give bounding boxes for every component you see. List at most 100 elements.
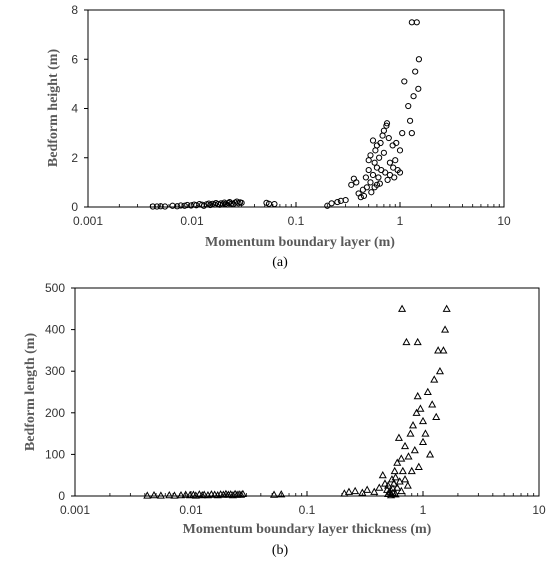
data-point <box>369 137 377 144</box>
data-point <box>415 56 423 63</box>
data-point <box>271 200 278 208</box>
data-point <box>387 475 397 483</box>
data-point <box>383 120 391 127</box>
data-point <box>157 203 164 210</box>
x-tick-label: 1 <box>397 214 404 228</box>
x-tick-label: 10 <box>497 214 511 228</box>
data-point <box>410 446 419 454</box>
data-point <box>372 147 379 154</box>
data-point <box>161 203 169 210</box>
data-point <box>238 199 245 206</box>
data-point <box>360 192 368 200</box>
data-point <box>403 481 412 489</box>
x-axis-title-b: Momentum boundary layer thickness (m) <box>183 522 432 537</box>
data-point <box>181 490 190 498</box>
data-point <box>393 139 400 147</box>
data-point <box>184 201 191 209</box>
data-point <box>410 93 417 100</box>
x-tick-label: 0.1 <box>288 214 305 228</box>
data-point <box>236 490 246 498</box>
data-point <box>219 201 226 208</box>
data-point <box>375 174 382 181</box>
data-point <box>371 159 378 166</box>
data-point <box>392 157 399 164</box>
panel-label-b: (b) <box>272 543 289 558</box>
y-tick-label: 200 <box>45 406 65 420</box>
data-point <box>382 169 389 176</box>
data-point <box>169 202 176 209</box>
y-tick-label: 300 <box>45 364 65 378</box>
data-point <box>380 127 387 134</box>
data-points-a <box>149 19 423 210</box>
data-point <box>418 416 428 425</box>
data-point <box>228 490 238 499</box>
y-axis-title-a: Bedform height (m) <box>46 49 61 168</box>
data-point <box>363 184 370 191</box>
plot-frame-a <box>87 9 505 208</box>
data-point <box>397 454 406 462</box>
data-point <box>379 132 386 139</box>
y-axis-title-b: Bedform length (m) <box>23 333 38 452</box>
data-point <box>365 157 372 164</box>
data-point <box>418 437 428 445</box>
data-point <box>334 198 341 206</box>
data-point <box>391 174 398 181</box>
data-point <box>442 304 451 312</box>
data-point <box>200 490 209 498</box>
data-point <box>375 483 384 491</box>
data-point <box>398 304 407 312</box>
data-point <box>434 346 443 354</box>
data-point <box>396 147 404 154</box>
data-point <box>373 181 381 188</box>
data-point <box>149 203 156 210</box>
data-point <box>205 200 212 207</box>
data-point <box>432 412 441 421</box>
data-point <box>408 130 415 137</box>
data-point <box>414 462 423 470</box>
axis-ticks-b <box>71 287 540 497</box>
data-point <box>405 102 412 110</box>
data-point <box>277 490 286 498</box>
data-point <box>376 154 383 161</box>
data-point <box>367 179 374 186</box>
data-point <box>408 19 415 26</box>
data-point <box>415 85 422 92</box>
data-point <box>174 203 181 210</box>
data-point <box>389 479 398 487</box>
y-tick-label: 100 <box>45 447 65 461</box>
data-point <box>406 429 415 437</box>
data-point <box>393 458 402 466</box>
y-tick-label: 0 <box>58 489 65 503</box>
data-point <box>351 486 360 495</box>
data-point <box>385 134 392 142</box>
data-point <box>428 400 437 408</box>
data-point <box>368 189 375 196</box>
data-point <box>384 176 391 184</box>
plot-frame-b <box>74 287 540 497</box>
x-tick-label: 10 <box>532 503 546 517</box>
y-tick-label: 6 <box>71 52 78 66</box>
data-point <box>390 164 397 171</box>
data-point <box>363 485 372 493</box>
data-point <box>425 450 435 458</box>
x-axis-title-a: Momentum boundary layer (m) <box>205 235 395 250</box>
data-point <box>384 481 393 489</box>
data-point <box>404 452 413 460</box>
data-point <box>238 489 247 497</box>
data-point <box>231 489 240 497</box>
x-tick-label: 0.1 <box>299 503 316 517</box>
data-point <box>416 404 425 412</box>
data-point <box>412 68 419 75</box>
data-point <box>153 203 161 210</box>
data-point <box>193 202 200 209</box>
data-point <box>388 484 397 492</box>
data-point <box>170 491 179 499</box>
chart-panel-b: 0 100 200 300 400 500 0.001 0.01 0.1 1 10 Momentu… <box>23 281 546 558</box>
data-point <box>391 473 400 481</box>
data-point <box>380 479 390 487</box>
data-point <box>357 194 364 201</box>
data-point <box>398 466 407 475</box>
y-tick-labels-b: 0 100 200 300 400 500 <box>45 281 65 503</box>
data-point <box>380 149 387 156</box>
data-point <box>412 408 421 416</box>
